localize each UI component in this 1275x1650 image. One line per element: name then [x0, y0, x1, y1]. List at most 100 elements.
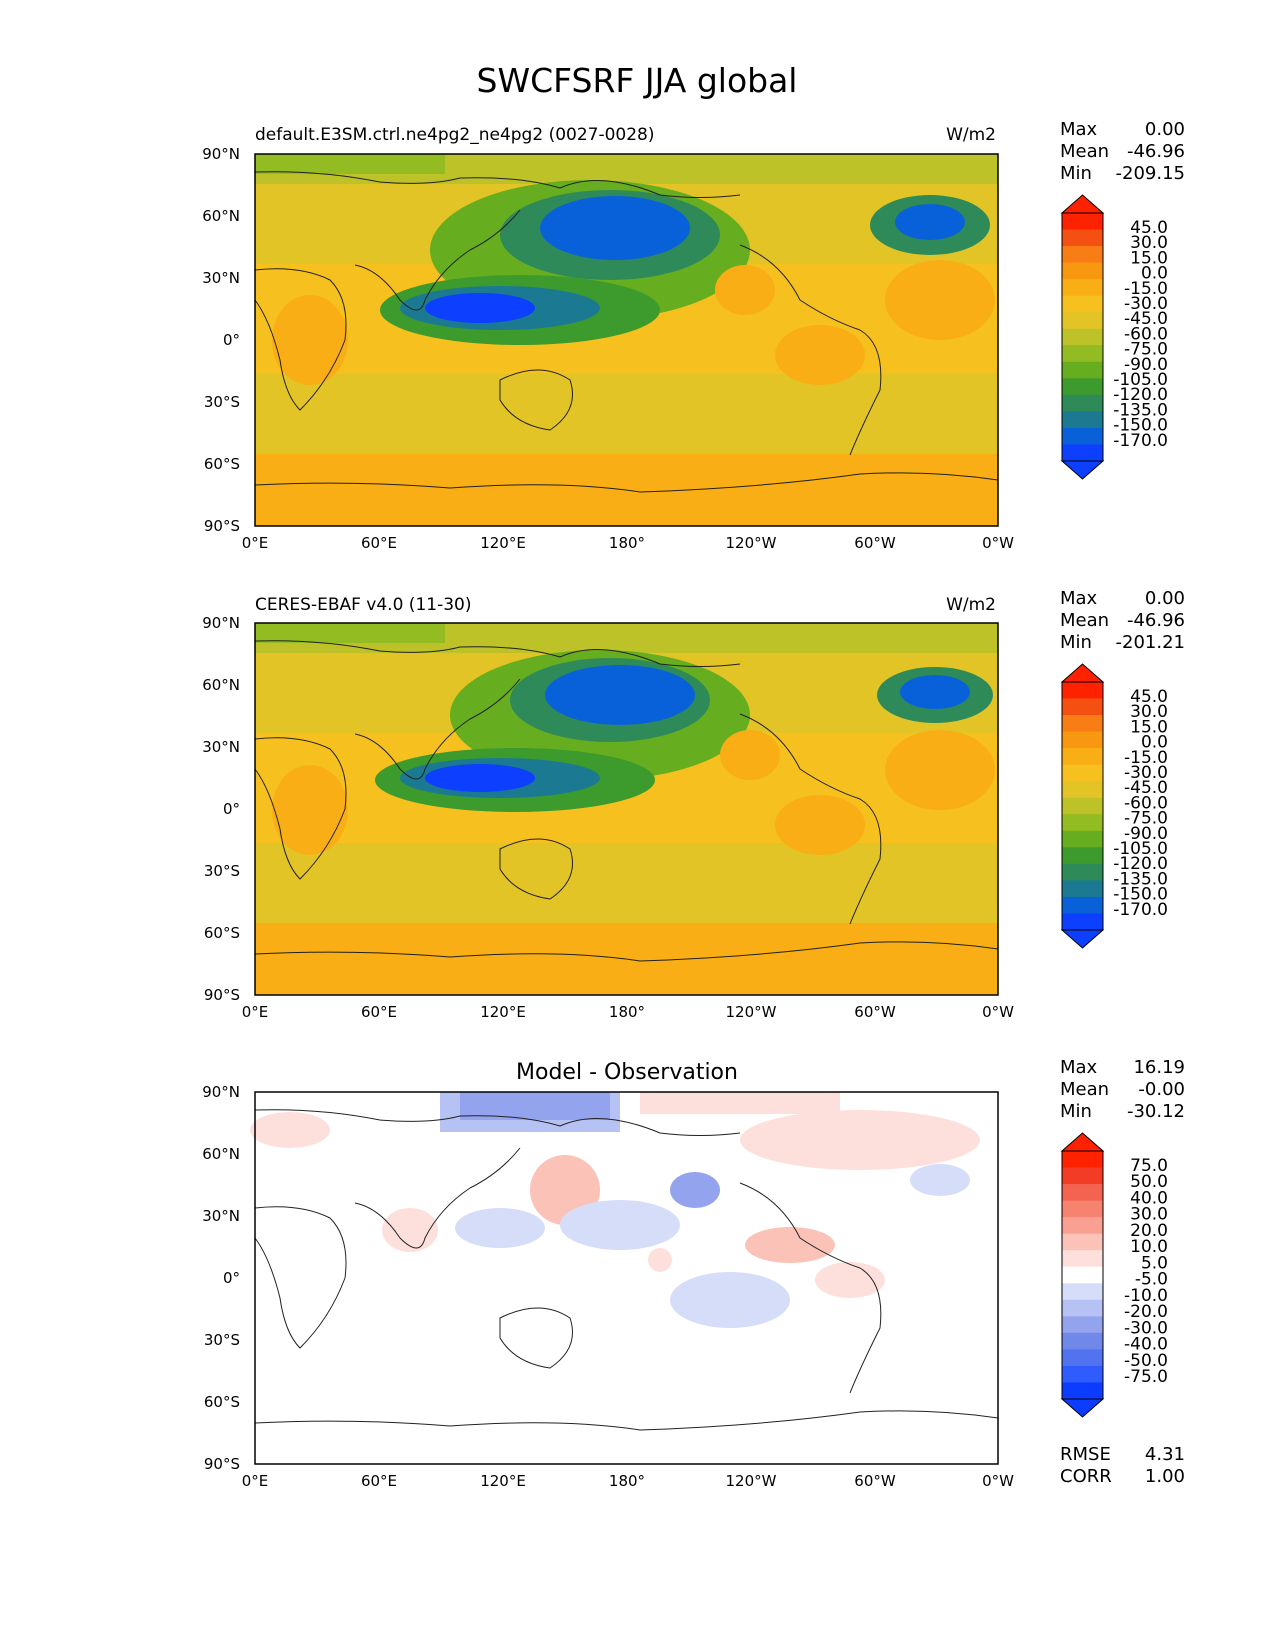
- lon-tick-label: 180°: [609, 1472, 645, 1490]
- colorbar-segment: [1062, 847, 1103, 865]
- colorbar-segment: [1062, 748, 1103, 766]
- colorbar-tick-label: 45.0: [1130, 687, 1168, 707]
- stat-corr-value: 1.00: [1145, 1466, 1185, 1487]
- lat-tick-label: 90°S: [204, 1455, 240, 1473]
- colorbar-tick-label: -75.0: [1124, 809, 1168, 829]
- colorbar-tick-label: 15.0: [1130, 717, 1168, 737]
- colorbar-tick-label: 45.0: [1130, 218, 1168, 238]
- lat-tick-label: 30°N: [202, 738, 240, 756]
- colorbar-segment: [1062, 1266, 1103, 1284]
- colorbar-segment: [1062, 715, 1103, 733]
- colorbar-tick-label: -120.0: [1113, 385, 1168, 405]
- lon-tick-label: 0°E: [242, 1003, 269, 1021]
- panel-ref-map: [254, 622, 999, 996]
- lat-tick-label: 90°N: [202, 145, 240, 163]
- lat-tick-label: 90°N: [202, 614, 240, 632]
- colorbar-tick-label: -120.0: [1113, 854, 1168, 874]
- lon-tick-label: 0°E: [242, 534, 269, 552]
- colorbar-tick-label: 0.0: [1141, 733, 1168, 753]
- colorbar-segment: [1062, 1217, 1103, 1235]
- lon-tick-label: 120°W: [726, 1003, 777, 1021]
- lat-tick-label: 60°S: [204, 455, 240, 473]
- lon-tick-label: 60°W: [854, 1003, 896, 1021]
- colorbar-tick-label: -90.0: [1124, 824, 1168, 844]
- stat-max-label: Max: [1060, 1057, 1098, 1078]
- panel-test-colorbar: 45.030.015.00.0-15.0-30.0-45.0-60.0-75.0…: [1060, 194, 1168, 480]
- stat-min-label: Min: [1060, 1101, 1092, 1122]
- panel-ref: CERES-EBAF v4.0 (11-30) W/m2: [202, 588, 1185, 1021]
- lon-tick-label: 60°E: [361, 1472, 397, 1490]
- colorbar-segment: [1062, 1332, 1103, 1350]
- colorbar-segment: [1062, 1167, 1103, 1185]
- lat-tick-label: 60°N: [202, 1145, 240, 1163]
- lon-tick-label: 60°E: [361, 1003, 397, 1021]
- colorbar-extend-max: [1060, 663, 1105, 683]
- panel-test-stats: Max 0.00 Mean -46.96 Min -209.15: [1060, 119, 1185, 184]
- colorbar-tick-label: -150.0: [1113, 416, 1168, 436]
- colorbar-segment: [1062, 295, 1103, 313]
- lat-tick-label: 60°N: [202, 207, 240, 225]
- lat-tick-label: 30°N: [202, 1207, 240, 1225]
- lon-tick-label: 120°E: [480, 1472, 526, 1490]
- colorbar-tick-label: -135.0: [1113, 869, 1168, 889]
- lat-tick-label: 30°S: [204, 1331, 240, 1349]
- colorbar-segment: [1062, 378, 1103, 396]
- panel-test-map: [254, 153, 999, 527]
- colorbar-tick-label: -20.0: [1124, 1302, 1168, 1322]
- panel-test: default.E3SM.ctrl.ne4pg2_ne4pg2 (0027-00…: [202, 119, 1185, 552]
- colorbar-segment: [1062, 328, 1103, 346]
- lon-tick-label: 60°W: [854, 534, 896, 552]
- colorbar-segment: [1062, 913, 1103, 931]
- lat-tick-label: 90°N: [202, 1083, 240, 1101]
- lat-tick-label: 30°S: [204, 862, 240, 880]
- lon-tick-label: 0°E: [242, 1472, 269, 1490]
- colorbar-tick-label: -75.0: [1124, 1367, 1168, 1387]
- panel-ref-title: CERES-EBAF v4.0 (11-30): [255, 595, 471, 615]
- stat-min-value: -201.21: [1116, 632, 1185, 653]
- lat-tick-label: 0°: [223, 1269, 240, 1287]
- lat-tick-label: 0°: [223, 331, 240, 349]
- stat-rmse-value: 4.31: [1145, 1444, 1185, 1465]
- lon-tick-label: 0°W: [982, 1472, 1014, 1490]
- panel-test-title: default.E3SM.ctrl.ne4pg2_ne4pg2 (0027-00…: [255, 125, 655, 145]
- colorbar-tick-label: -170.0: [1113, 900, 1168, 920]
- lon-tick-label: 120°E: [480, 1003, 526, 1021]
- colorbar-segment: [1062, 1233, 1103, 1251]
- colorbar-tick-label: 30.0: [1130, 1205, 1168, 1225]
- colorbar-segment: [1062, 1299, 1103, 1317]
- colorbar-tick-label: -10.0: [1124, 1286, 1168, 1306]
- colorbar-segment: [1062, 830, 1103, 848]
- colorbar-segment: [1062, 781, 1103, 799]
- colorbar-tick-label: -60.0: [1124, 793, 1168, 813]
- colorbar-tick-label: 75.0: [1130, 1156, 1168, 1176]
- colorbar-segment: [1062, 427, 1103, 445]
- colorbar-segment: [1062, 1184, 1103, 1202]
- colorbar-segment: [1062, 411, 1103, 429]
- figure-title: SWCFSRF JJA global: [477, 61, 798, 100]
- colorbar-tick-label: 15.0: [1130, 248, 1168, 268]
- colorbar-tick-label: 20.0: [1130, 1221, 1168, 1241]
- panel-diff-stats: Max 16.19 Mean -0.00 Min -30.12 RMSE 4.3…: [1060, 1057, 1185, 1487]
- stat-max-label: Max: [1060, 119, 1098, 140]
- colorbar-extend-max: [1060, 1132, 1105, 1152]
- colorbar-segment: [1062, 361, 1103, 379]
- stat-mean-label: Mean: [1060, 141, 1109, 162]
- colorbar-tick-label: -30.0: [1124, 763, 1168, 783]
- colorbar-tick-label: 0.0: [1141, 264, 1168, 284]
- colorbar-tick-label: -5.0: [1135, 1270, 1168, 1290]
- colorbar-tick-label: -30.0: [1124, 294, 1168, 314]
- colorbar-segment: [1062, 1151, 1103, 1169]
- stat-mean-label: Mean: [1060, 1079, 1109, 1100]
- colorbar-segment: [1062, 1365, 1103, 1383]
- colorbar-segment: [1062, 229, 1103, 247]
- lat-tick-label: 0°: [223, 800, 240, 818]
- colorbar-segment: [1062, 279, 1103, 297]
- colorbar-tick-label: 50.0: [1130, 1172, 1168, 1192]
- lon-tick-label: 180°: [609, 1003, 645, 1021]
- colorbar-segment: [1062, 246, 1103, 264]
- colorbar-tick-label: -15.0: [1124, 748, 1168, 768]
- lon-tick-label: 60°W: [854, 1472, 896, 1490]
- lat-tick-label: 60°S: [204, 1393, 240, 1411]
- lon-tick-label: 0°W: [982, 534, 1014, 552]
